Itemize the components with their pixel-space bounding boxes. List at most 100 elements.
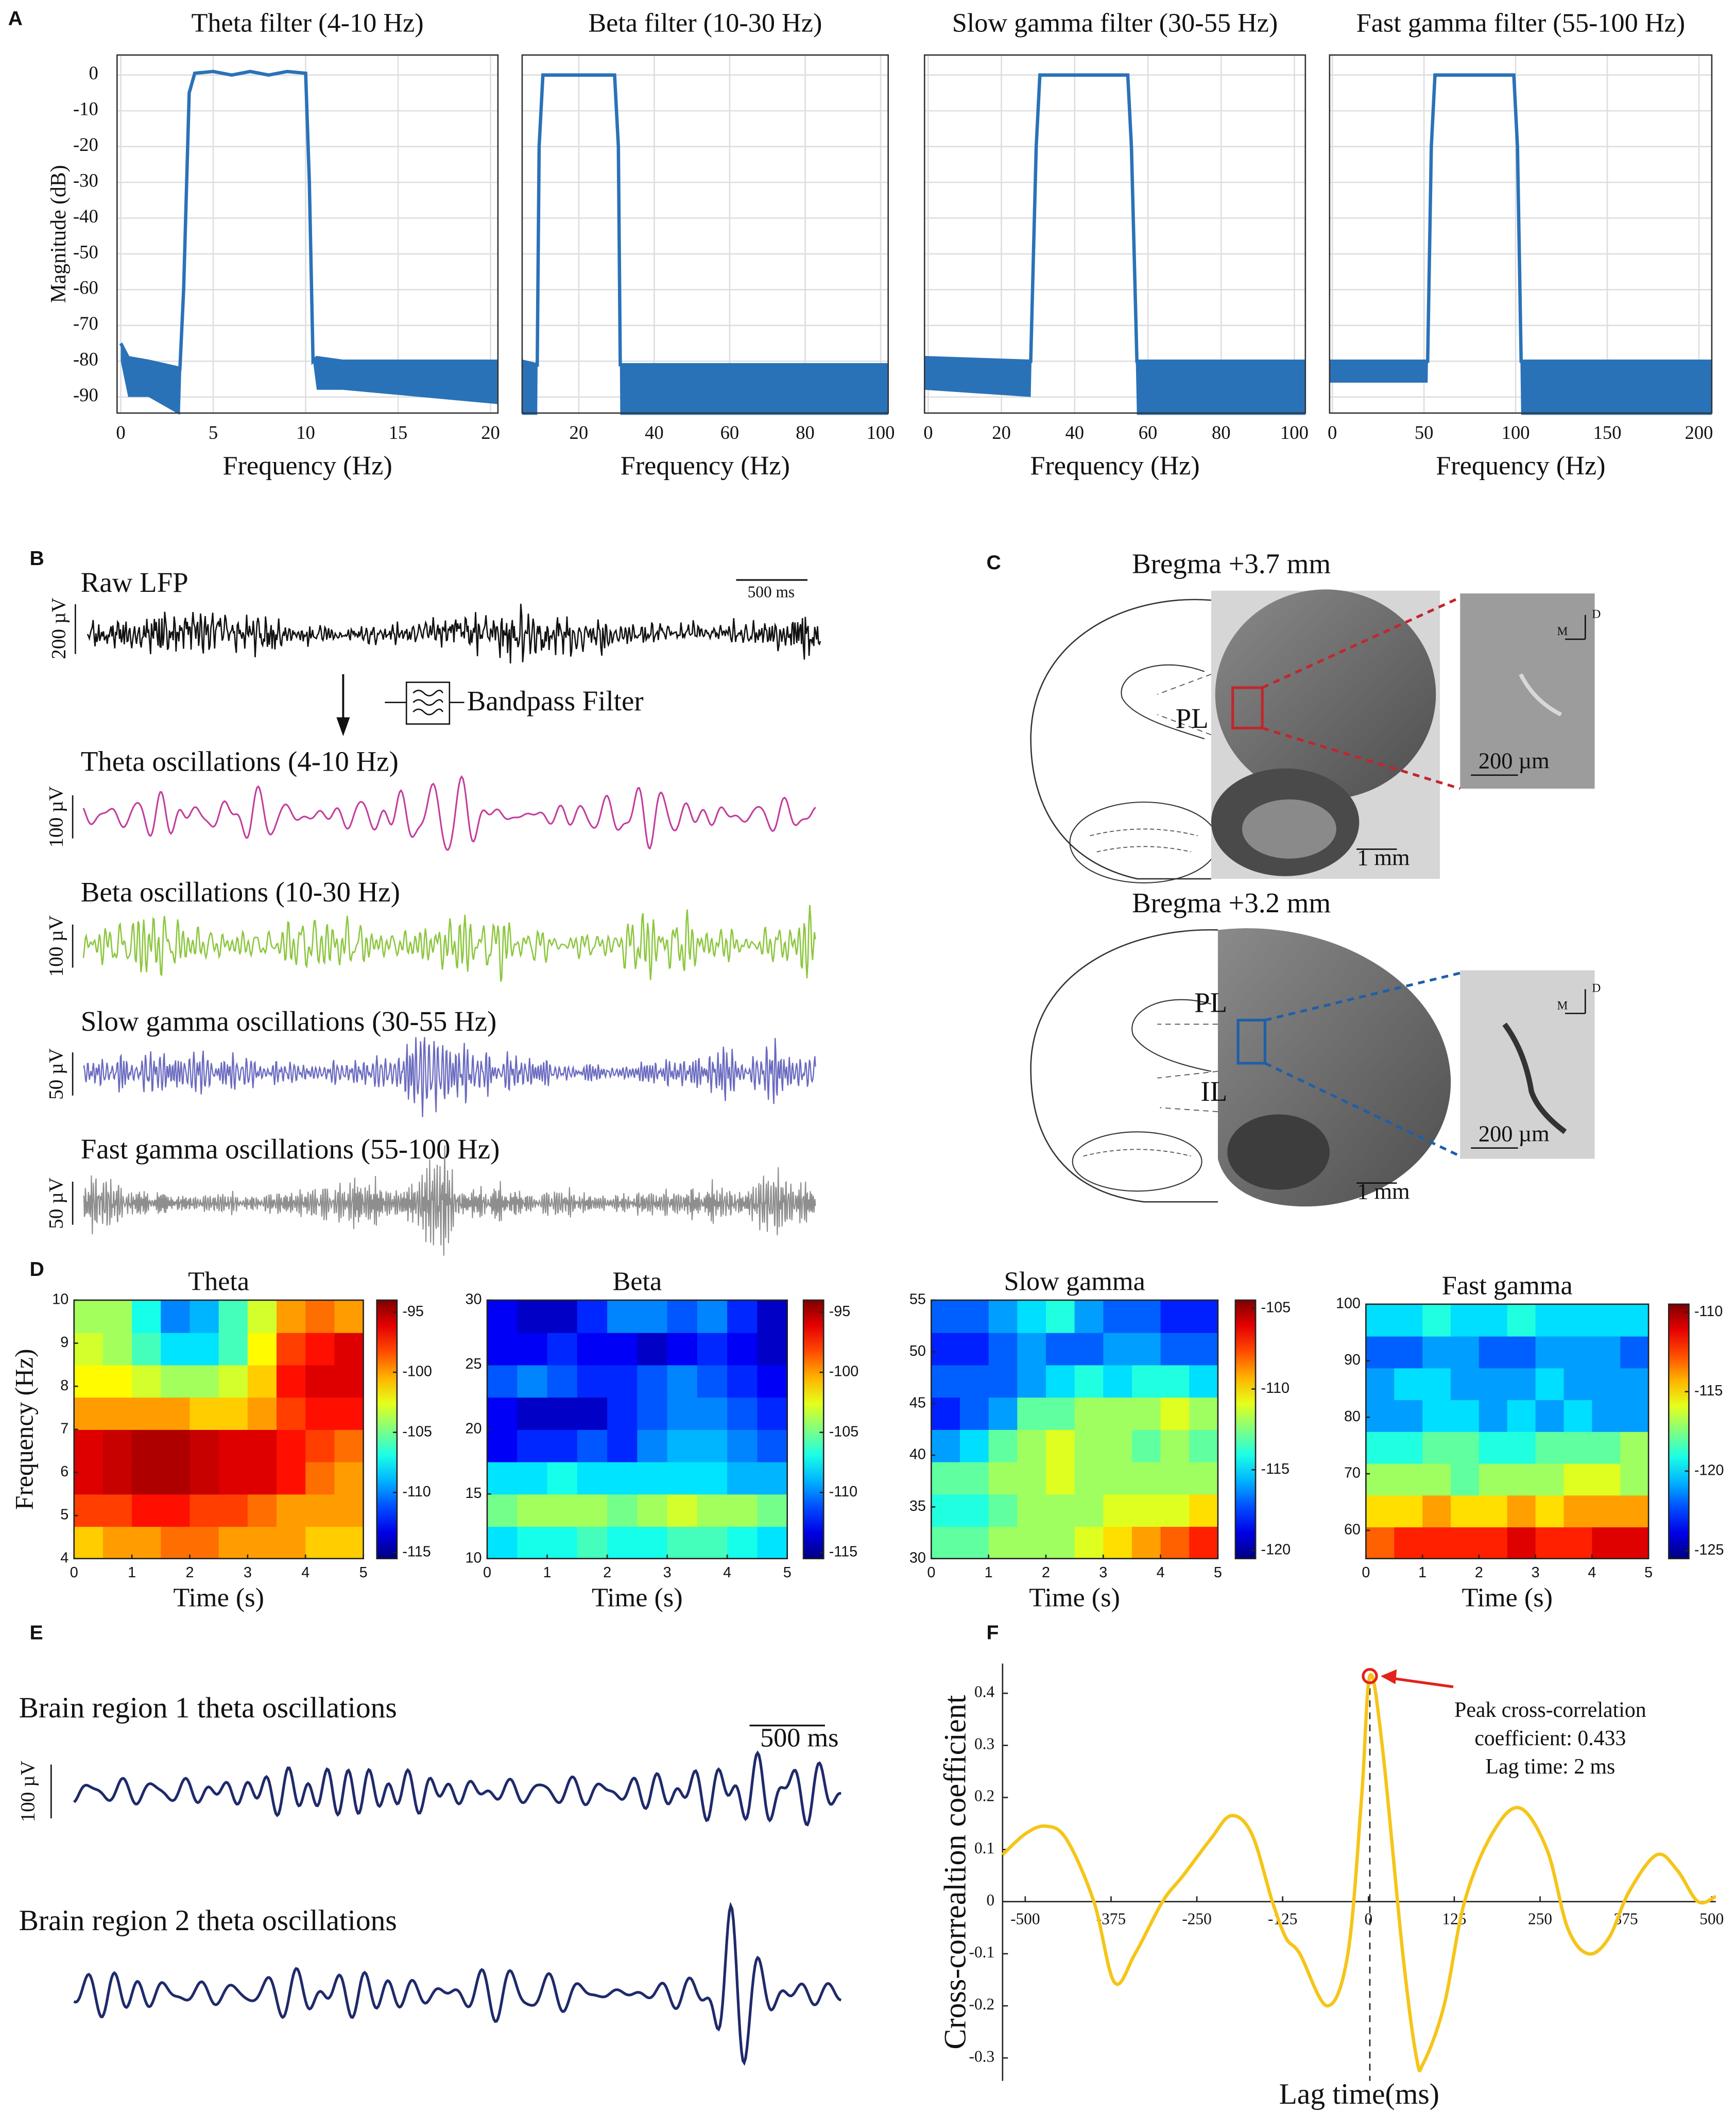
heat-cell xyxy=(1451,1368,1480,1401)
heat-cell xyxy=(1507,1368,1536,1401)
x-tick-label: 0 xyxy=(923,422,933,443)
heat-cell xyxy=(1074,1494,1104,1527)
heat-cell xyxy=(757,1332,788,1366)
heat-cell xyxy=(697,1494,728,1527)
y-tick-label: -20 xyxy=(73,134,98,155)
heat-cell xyxy=(757,1526,788,1559)
x-tick-label: 80 xyxy=(1212,422,1231,443)
x-tick-label: -500 xyxy=(1010,1910,1040,1928)
heat-cell xyxy=(697,1300,728,1333)
heat-cell xyxy=(1366,1400,1395,1432)
panel-label: C xyxy=(986,552,1001,574)
trace-title: Theta oscillations (4-10 Hz) xyxy=(81,746,399,777)
heat-cell xyxy=(1366,1495,1395,1528)
atlas-region xyxy=(1121,664,1205,740)
heat-cell xyxy=(1479,1495,1508,1528)
panel-label: D xyxy=(29,1258,44,1281)
region-label: PL xyxy=(1194,986,1227,1018)
heat-cell xyxy=(1103,1429,1132,1462)
heat-cell xyxy=(277,1526,306,1559)
heat-cell xyxy=(667,1526,698,1559)
heat-cell xyxy=(74,1494,104,1527)
heat-cell xyxy=(247,1332,278,1366)
heat-cell xyxy=(637,1429,668,1462)
colorbar-tick-label: -120 xyxy=(1694,1462,1724,1479)
heat-cell xyxy=(1017,1365,1047,1398)
x-tick-label: -125 xyxy=(1268,1910,1297,1928)
heat-cell xyxy=(1422,1495,1452,1528)
electrode-track xyxy=(1519,673,1562,717)
heat-cell xyxy=(1103,1494,1132,1527)
heat-cell xyxy=(988,1332,1018,1366)
heat-cell xyxy=(667,1429,698,1462)
heat-cell xyxy=(757,1397,788,1430)
heat-cell xyxy=(1131,1300,1161,1333)
heat-cell xyxy=(547,1429,578,1462)
heat-cell xyxy=(547,1461,578,1495)
inset-photo xyxy=(1460,593,1595,789)
x-tick-label: 100 xyxy=(1502,422,1530,443)
heat-cell xyxy=(1189,1461,1218,1495)
heat-cell xyxy=(1592,1368,1621,1401)
heat-cell xyxy=(607,1365,638,1398)
orientation-label: D xyxy=(1592,982,1601,995)
panel-label: E xyxy=(29,1622,43,1644)
atlas-region xyxy=(1083,1149,1191,1157)
y-tick-label: -90 xyxy=(73,384,98,405)
colorbar xyxy=(376,1299,398,1560)
heat-cell xyxy=(1422,1431,1452,1464)
heat-cell xyxy=(959,1494,989,1527)
heat-cell xyxy=(1535,1431,1565,1464)
scale-label: 1 mm xyxy=(1357,1179,1410,1204)
scale-label: 100 µV xyxy=(16,1761,39,1822)
heat-cell xyxy=(1563,1368,1593,1401)
heat-cell xyxy=(1160,1365,1190,1398)
heat-cell xyxy=(1592,1400,1621,1432)
scale-label: 100 µV xyxy=(45,915,67,977)
heat-cell xyxy=(959,1461,989,1495)
heat-cell xyxy=(667,1397,698,1430)
heat-cell xyxy=(637,1365,668,1398)
heat-cell xyxy=(132,1526,162,1559)
heat-cell xyxy=(1189,1365,1218,1398)
panel-e: Brain region 1 theta oscillations Brain … xyxy=(16,1692,838,1937)
x-axis-label: Frequency (Hz) xyxy=(1030,451,1199,481)
heat-cell xyxy=(667,1461,698,1495)
heat-cell xyxy=(931,1494,961,1527)
heat-cell xyxy=(1394,1526,1423,1559)
y-tick-label: 0.1 xyxy=(974,1839,994,1857)
x-tick-label: 1 xyxy=(543,1564,552,1581)
orientation-label: M xyxy=(1557,625,1568,638)
heat-cell xyxy=(547,1300,578,1333)
heat-cell xyxy=(697,1429,728,1462)
x-tick-label: 0 xyxy=(927,1564,935,1581)
signal-trace xyxy=(82,1037,816,1117)
heat-cell xyxy=(667,1332,698,1366)
heat-cell xyxy=(931,1300,961,1333)
y-tick-label: -60 xyxy=(73,277,98,298)
scale-label: 50 µV xyxy=(45,1178,67,1229)
heat-cell xyxy=(132,1300,162,1333)
heat-cell xyxy=(637,1461,668,1495)
y-axis-label: Cross-correaltion coefficient xyxy=(938,1695,972,2049)
heat-cell xyxy=(1479,1368,1508,1401)
slice-tissue xyxy=(1227,1114,1330,1190)
colorbar-tick-label: -110 xyxy=(402,1484,431,1500)
atlas-region xyxy=(1090,828,1198,853)
heat-cell xyxy=(1189,1332,1218,1366)
x-tick-label: 500 xyxy=(1699,1910,1724,1928)
x-axis-label: Frequency (Hz) xyxy=(621,451,790,481)
heat-cell xyxy=(1563,1336,1593,1369)
heat-cell xyxy=(1017,1429,1047,1462)
stopband-fill xyxy=(924,75,1305,415)
response-line xyxy=(1329,73,1712,363)
heat-cell xyxy=(757,1300,788,1333)
colorbar xyxy=(1668,1303,1690,1560)
heat-cell xyxy=(1131,1526,1161,1559)
scale-label: 200 µm xyxy=(1479,1120,1550,1146)
correlation-line xyxy=(1001,1673,1717,2073)
chart-title: Slow gamma filter (30-55 Hz) xyxy=(952,8,1278,38)
heat-cell xyxy=(959,1332,989,1366)
heat-cell xyxy=(1017,1397,1047,1430)
